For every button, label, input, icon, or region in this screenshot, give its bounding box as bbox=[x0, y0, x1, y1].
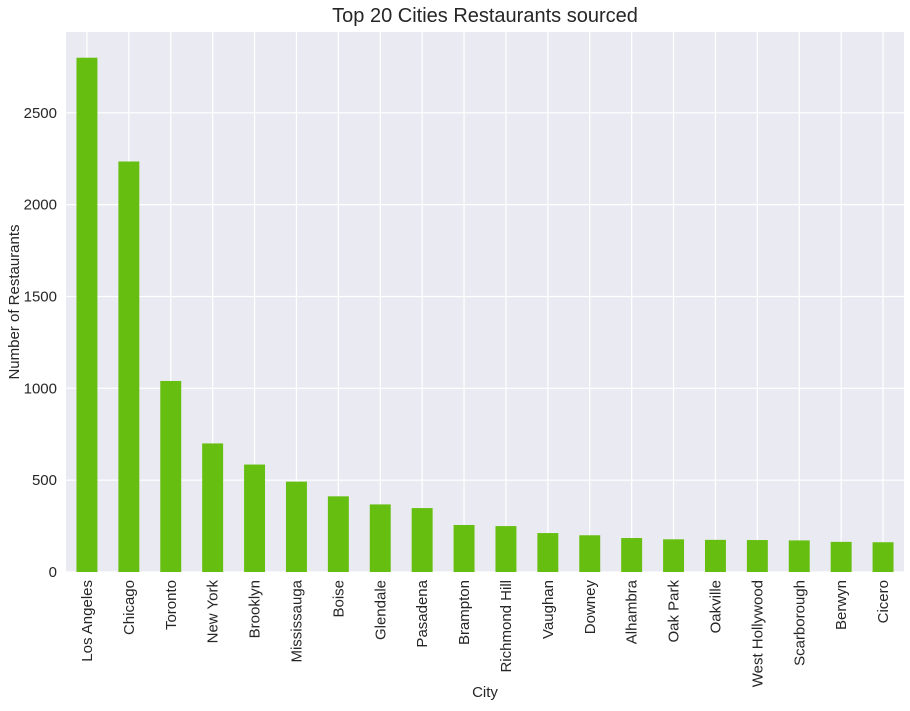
bar bbox=[495, 526, 517, 572]
y-tick-label: 2000 bbox=[24, 197, 57, 214]
x-tick-label: Pasadena bbox=[414, 579, 431, 647]
x-tick-label: Chicago bbox=[121, 580, 138, 635]
x-tick-label: Richmond Hill bbox=[498, 580, 515, 673]
y-tick-labels: 0 500 1000 1500 2000 2500 bbox=[24, 105, 57, 581]
bar bbox=[579, 535, 601, 572]
bar bbox=[202, 443, 224, 572]
x-tick-label: Berwyn bbox=[833, 580, 850, 630]
x-tick-labels: Los Angeles Chicago Toronto New York Brookly… bbox=[79, 579, 892, 687]
x-tick-label: Cicero bbox=[875, 580, 892, 623]
bar bbox=[411, 508, 433, 572]
bar bbox=[327, 496, 349, 572]
x-tick-label: New York bbox=[205, 580, 222, 644]
bar bbox=[663, 539, 685, 572]
x-tick-label: Oak Park bbox=[666, 580, 683, 643]
x-tick-label: Brooklyn bbox=[247, 580, 264, 638]
bar bbox=[830, 541, 852, 572]
bar bbox=[746, 540, 768, 572]
bar bbox=[369, 504, 391, 572]
y-tick-label: 2500 bbox=[24, 105, 57, 122]
x-axis-label: City bbox=[472, 684, 498, 701]
x-tick-label: Glendale bbox=[372, 580, 389, 640]
x-tick-label: Los Angeles bbox=[79, 580, 96, 662]
x-tick-label: Downey bbox=[582, 580, 599, 635]
x-tick-label: Oakville bbox=[707, 580, 724, 633]
y-axis-label: Number of Restaurants bbox=[6, 224, 23, 379]
y-tick-label: 500 bbox=[32, 472, 57, 489]
y-tick-label: 1500 bbox=[24, 288, 57, 305]
chart-title: Top 20 Cities Restaurants sourced bbox=[332, 5, 638, 27]
bar bbox=[621, 538, 643, 572]
bar bbox=[160, 380, 182, 572]
bar bbox=[704, 539, 726, 572]
bar bbox=[872, 542, 894, 572]
x-tick-label: Brampton bbox=[456, 580, 473, 645]
y-tick-label: 0 bbox=[49, 564, 57, 581]
bars bbox=[76, 57, 894, 572]
bar bbox=[244, 464, 266, 572]
x-tick-label: Vaughan bbox=[540, 580, 557, 639]
bar bbox=[118, 161, 140, 572]
bar bbox=[537, 533, 559, 572]
x-tick-label: Alhambra bbox=[624, 579, 641, 644]
bar bbox=[285, 481, 307, 572]
bar bbox=[453, 524, 475, 572]
x-tick-label: Toronto bbox=[163, 580, 180, 630]
x-tick-label: Mississauga bbox=[288, 579, 305, 662]
x-tick-label: West Hollywood bbox=[749, 580, 766, 687]
bar bbox=[76, 57, 98, 572]
bar bbox=[788, 540, 810, 572]
y-tick-label: 1000 bbox=[24, 380, 57, 397]
x-tick-label: Boise bbox=[330, 580, 347, 618]
x-tick-label: Scarborough bbox=[791, 580, 808, 666]
